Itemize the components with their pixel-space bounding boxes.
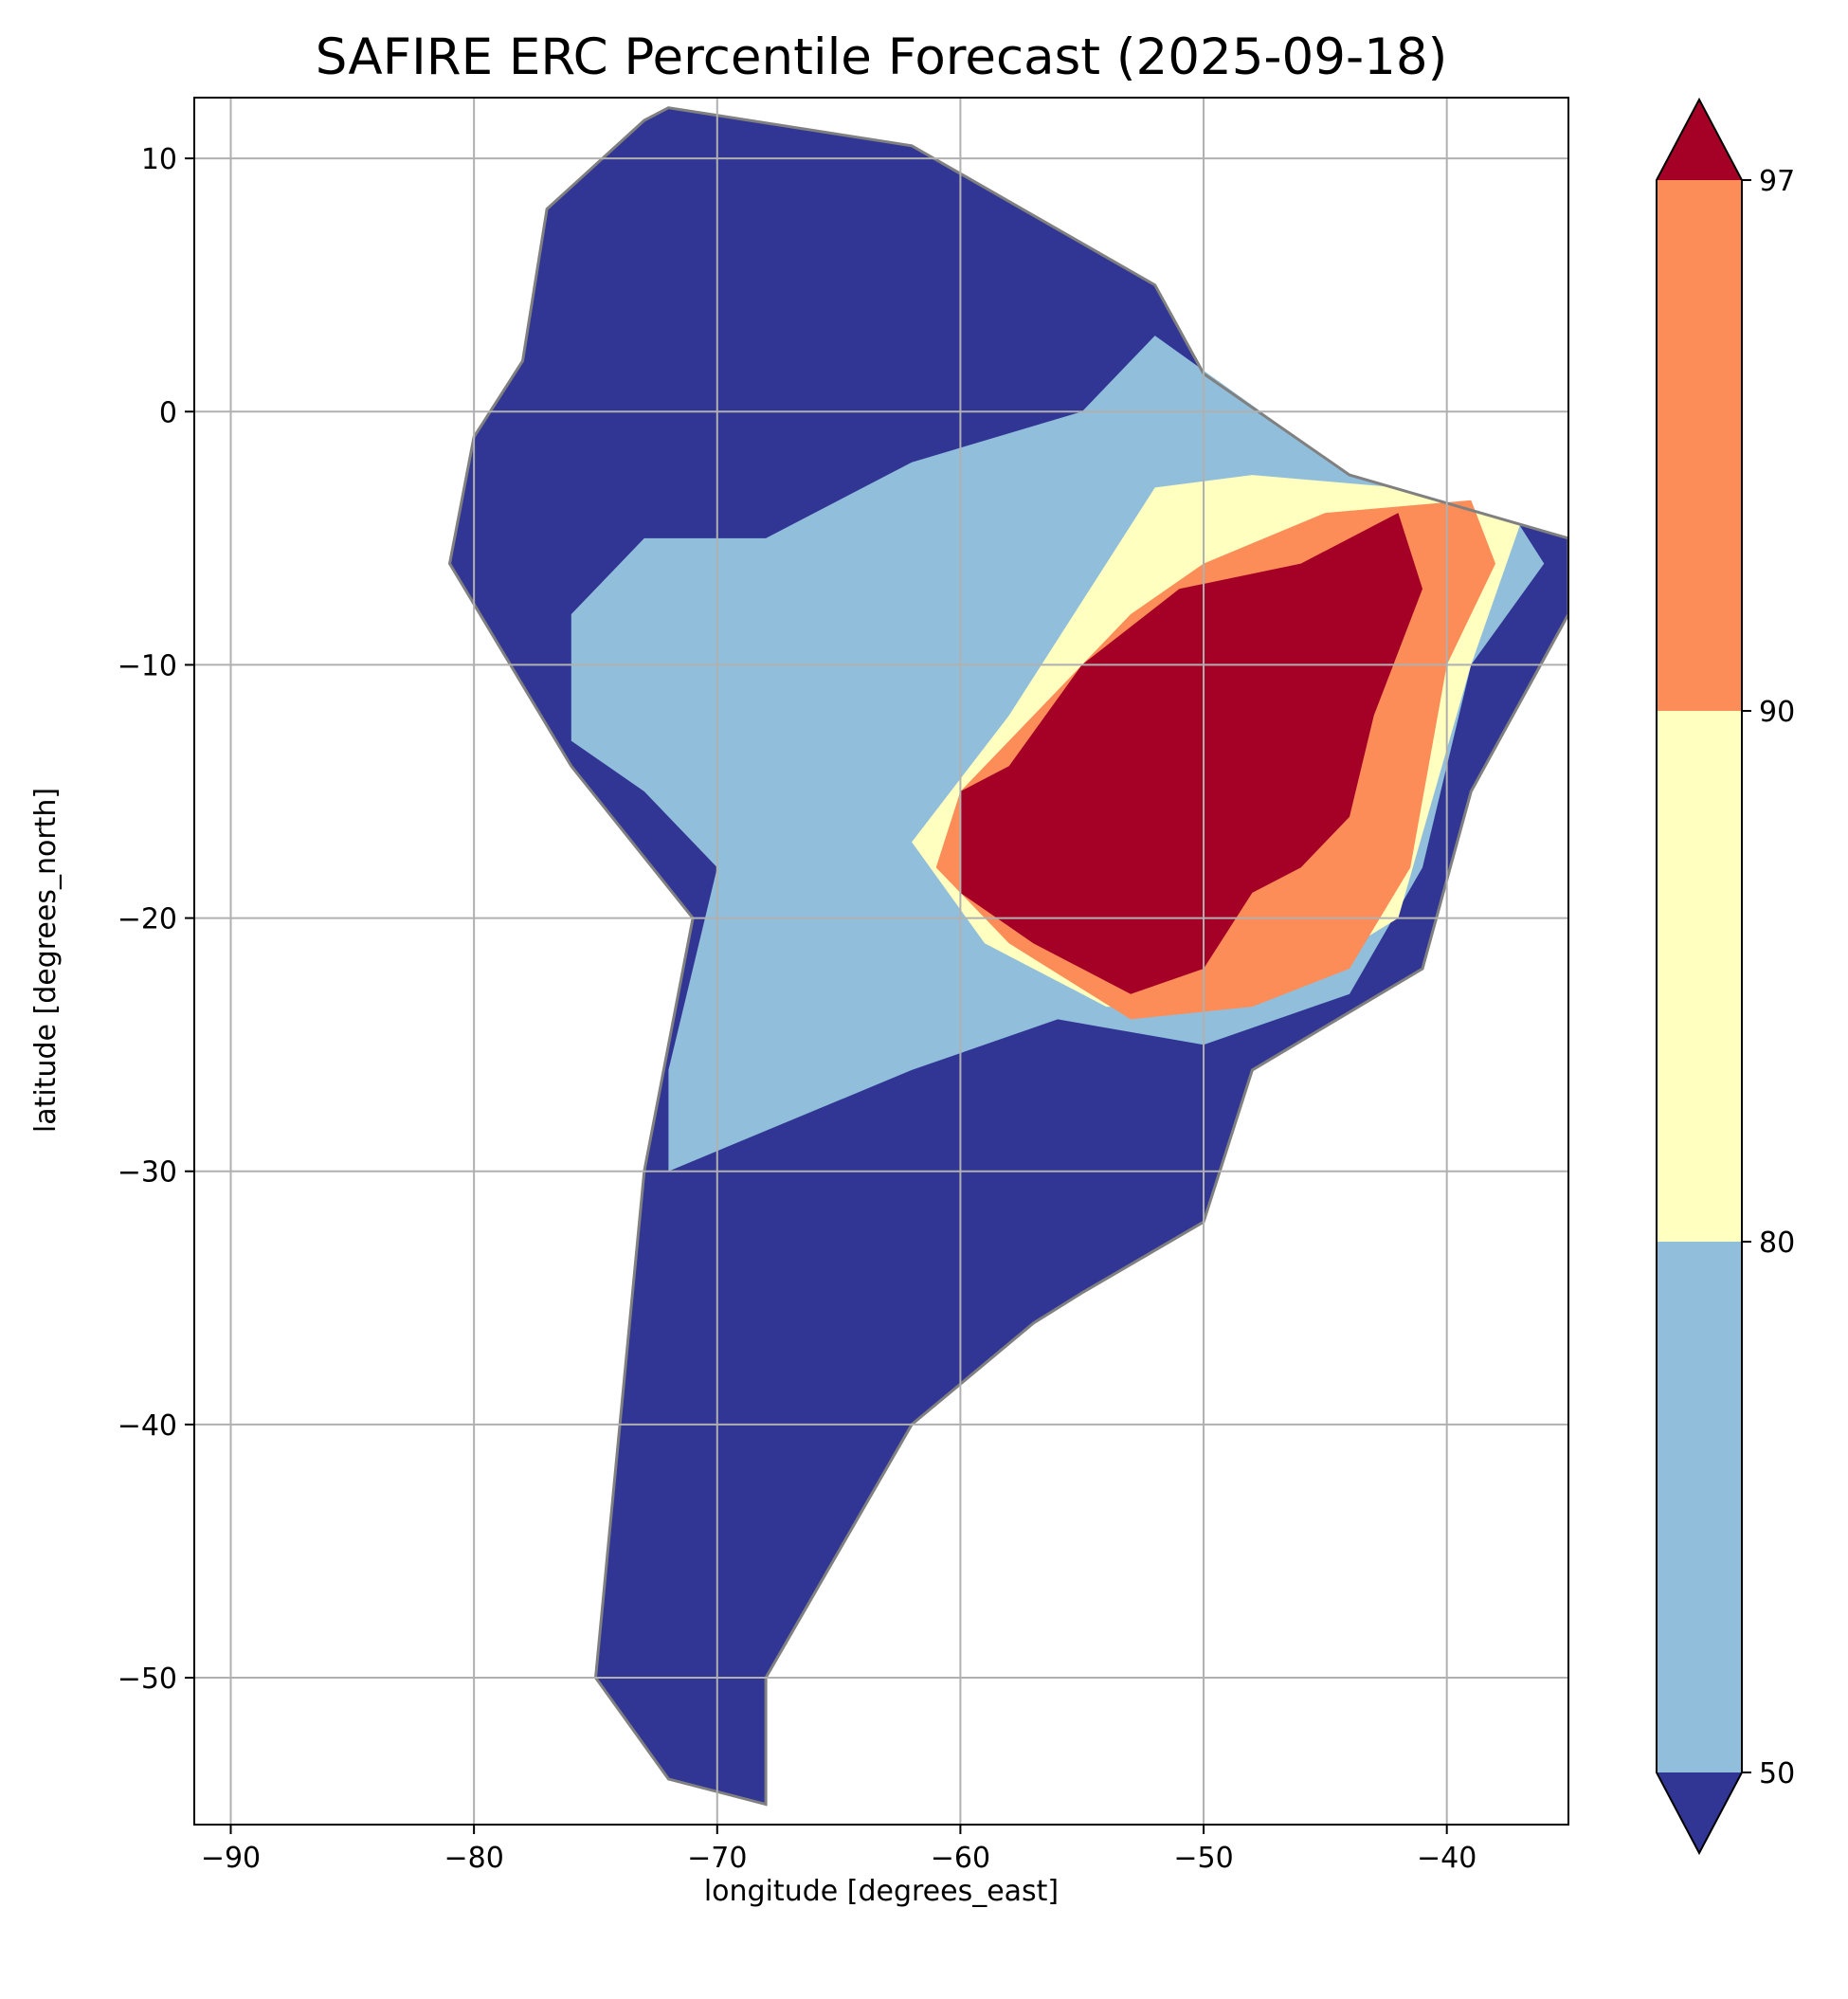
country-borders xyxy=(447,106,1568,1807)
y-tick-label: −40 xyxy=(118,1409,177,1443)
x-tick-label: −40 xyxy=(1417,1842,1477,1875)
x-axis-label: longitude [degrees_east] xyxy=(704,1875,1059,1908)
erc-regions xyxy=(449,107,1568,1805)
colorbar-segment xyxy=(1657,1242,1742,1772)
y-tick-label: −30 xyxy=(118,1156,177,1190)
y-tick-label: 0 xyxy=(159,396,177,429)
colorbar-tick-label: 80 xyxy=(1759,1227,1795,1260)
colorbar: 50 80 90 97 xyxy=(1656,97,1795,1856)
colorbar-tick-label: 97 xyxy=(1759,165,1795,198)
x-tick-label: −70 xyxy=(687,1842,747,1875)
x-tick-label: −90 xyxy=(201,1842,261,1875)
x-tick-label: −50 xyxy=(1173,1842,1233,1875)
x-tick-label: −60 xyxy=(931,1842,990,1875)
colorbar-extend-min xyxy=(1657,1772,1742,1853)
y-tick-label: −10 xyxy=(118,649,177,682)
chart-title: SAFIRE ERC Percentile Forecast (2025-09-… xyxy=(316,28,1448,86)
plot-frame xyxy=(193,97,1569,1826)
colorbar-tick-label: 90 xyxy=(1759,696,1795,729)
region-gt97 xyxy=(960,513,1422,994)
colorbar-tick-label: 50 xyxy=(1759,1757,1795,1790)
coastline xyxy=(447,106,1568,1807)
gridlines xyxy=(194,98,1568,1825)
colorbar-segment xyxy=(1657,180,1742,711)
y-tick-label: 10 xyxy=(141,143,177,176)
x-tick-label: −80 xyxy=(444,1842,503,1875)
y-tick-label: −50 xyxy=(118,1663,177,1696)
y-axis-ticks: 10 0 −10 −20 −30 −40 −50 xyxy=(118,143,194,1696)
colorbar-segment xyxy=(1657,711,1742,1242)
y-tick-label: −20 xyxy=(118,903,177,936)
x-axis-ticks: −90 −80 −70 −60 −50 −40 xyxy=(201,1825,1477,1875)
colorbar-extend-max xyxy=(1657,100,1742,180)
y-axis-label: latitude [degrees_north] xyxy=(29,788,63,1133)
